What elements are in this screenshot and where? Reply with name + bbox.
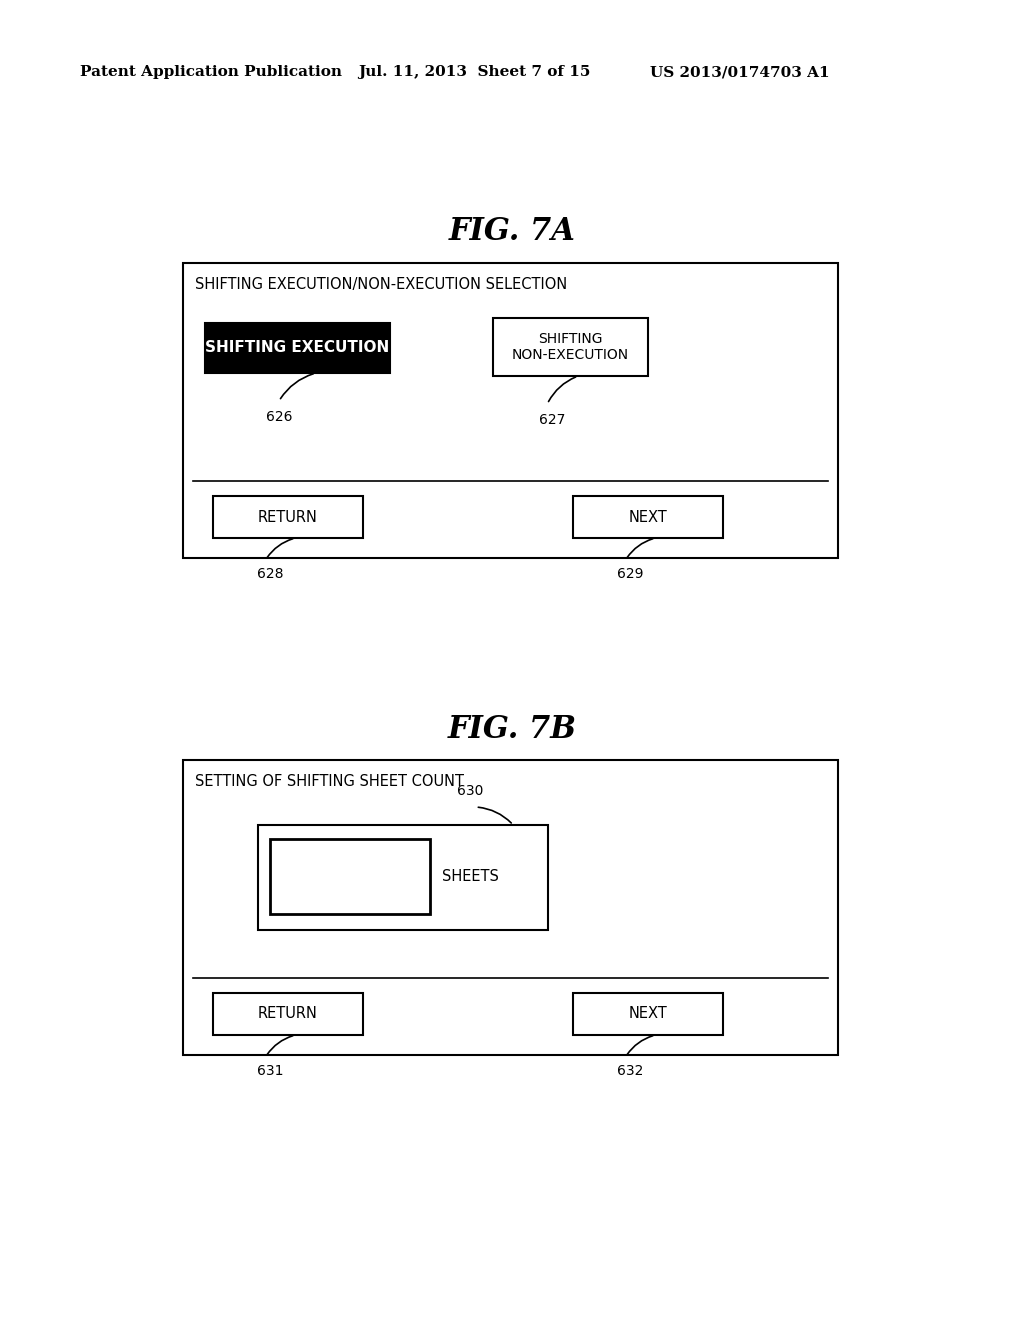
Text: 630: 630	[458, 784, 483, 799]
Text: SETTING OF SHIFTING SHEET COUNT: SETTING OF SHIFTING SHEET COUNT	[195, 775, 464, 789]
Text: NEXT: NEXT	[629, 510, 668, 524]
Bar	[213, 993, 362, 1035]
Text: SHIFTING
NON-EXECUTION: SHIFTING NON-EXECUTION	[512, 331, 629, 362]
Text: Patent Application Publication: Patent Application Publication	[80, 65, 342, 79]
Bar	[183, 760, 838, 1055]
Text: RETURN: RETURN	[258, 1006, 317, 1022]
Text: US 2013/0174703 A1: US 2013/0174703 A1	[650, 65, 829, 79]
Text: FIG. 7B: FIG. 7B	[447, 714, 577, 746]
Bar	[258, 825, 548, 931]
Text: 626: 626	[266, 411, 292, 424]
Text: Jul. 11, 2013  Sheet 7 of 15: Jul. 11, 2013 Sheet 7 of 15	[358, 65, 591, 79]
Bar	[213, 496, 362, 539]
Text: FIG. 7A: FIG. 7A	[449, 216, 575, 248]
Bar	[205, 323, 390, 374]
Text: 632: 632	[617, 1064, 644, 1078]
Text: RETURN: RETURN	[258, 510, 317, 524]
Text: 629: 629	[617, 568, 644, 581]
Text: 631: 631	[257, 1064, 284, 1078]
Bar	[183, 263, 838, 558]
Bar	[270, 840, 430, 913]
Text: 628: 628	[257, 568, 284, 581]
Text: NEXT: NEXT	[629, 1006, 668, 1022]
Text: SHIFTING EXECUTION/NON-EXECUTION SELECTION: SHIFTING EXECUTION/NON-EXECUTION SELECTI…	[195, 277, 567, 293]
Bar	[573, 496, 723, 539]
Text: SHIFTING EXECUTION: SHIFTING EXECUTION	[206, 341, 389, 355]
Bar	[573, 993, 723, 1035]
Bar	[493, 318, 648, 376]
Text: SHEETS: SHEETS	[442, 869, 499, 884]
Text: 627: 627	[539, 413, 565, 426]
